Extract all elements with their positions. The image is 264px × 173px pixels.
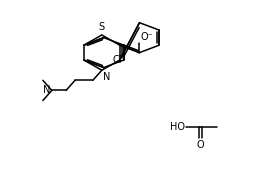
- Text: Cl: Cl: [112, 55, 121, 65]
- Text: HO: HO: [170, 122, 185, 132]
- Text: N: N: [43, 85, 51, 95]
- Text: N: N: [103, 72, 111, 82]
- Text: O: O: [196, 140, 204, 150]
- Text: O⁻: O⁻: [140, 32, 153, 42]
- Text: S: S: [99, 22, 105, 33]
